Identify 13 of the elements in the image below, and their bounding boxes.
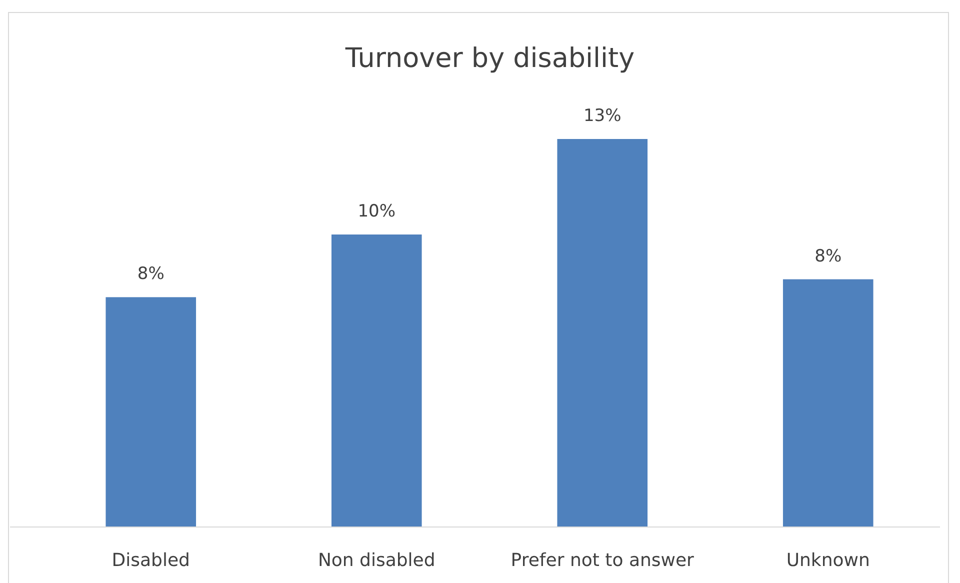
data-label: 13% [583,106,622,126]
x-tick-label: Disabled [112,550,190,571]
x-tick-label: Unknown [786,550,870,571]
bar [782,279,874,527]
chart-title: Turnover by disability [344,43,635,74]
bar [106,297,196,527]
bar [557,139,648,527]
data-label: 8% [137,264,164,284]
bar [331,234,422,527]
x-tick-label: Non disabled [318,550,436,571]
data-label: 8% [814,246,842,266]
x-tick-label: Prefer not to answer [510,550,695,571]
data-label: 10% [358,202,396,222]
